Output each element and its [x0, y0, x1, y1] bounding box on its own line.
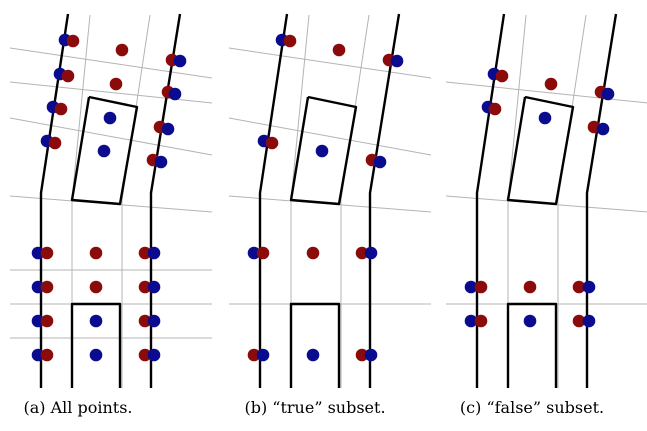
blue-point	[538, 111, 552, 125]
red-point	[355, 348, 369, 362]
blue-point	[147, 348, 161, 362]
caption-b: (b) “true” subset.	[244, 398, 386, 417]
panel-b	[228, 13, 432, 388]
blue-point	[464, 314, 478, 328]
blue-point	[247, 246, 261, 260]
red-point	[572, 280, 586, 294]
red-point	[138, 246, 152, 260]
blue-point	[147, 246, 161, 260]
grid-line	[228, 47, 432, 79]
blue-point	[373, 155, 387, 169]
left-boundary	[258, 13, 289, 388]
red-point	[54, 102, 68, 116]
blue-point	[147, 280, 161, 294]
panel-c	[445, 13, 647, 388]
red-point	[48, 136, 62, 150]
blue-point	[103, 111, 117, 125]
red-point	[40, 314, 54, 328]
red-point	[523, 280, 537, 294]
blue-point	[582, 314, 596, 328]
red-point	[40, 246, 54, 260]
right-boundary	[585, 13, 618, 388]
blue-point	[168, 87, 182, 101]
building-outline-top	[506, 95, 575, 206]
red-point	[332, 43, 346, 57]
blue-point	[89, 314, 103, 328]
caption-c: (c) “false” subset.	[459, 398, 605, 417]
blue-point	[161, 122, 175, 136]
blue-point	[31, 246, 45, 260]
red-point	[89, 246, 103, 260]
red-point	[306, 246, 320, 260]
gridlines-b	[228, 14, 432, 388]
grid-line	[445, 81, 647, 104]
blue-point	[97, 144, 111, 158]
red-point	[247, 348, 261, 362]
right-boundary	[368, 13, 401, 388]
grid-line	[9, 117, 213, 156]
blue-point	[31, 280, 45, 294]
grid-line	[507, 14, 527, 201]
red-point	[283, 34, 297, 48]
red-point	[572, 314, 586, 328]
right-boundary	[149, 13, 182, 388]
red-point	[138, 314, 152, 328]
red-point	[138, 280, 152, 294]
caption-a: (a) All points.	[23, 398, 133, 417]
red-point	[474, 280, 488, 294]
blue-point	[390, 54, 404, 68]
blue-point	[31, 314, 45, 328]
red-point	[544, 77, 558, 91]
building-outline-top	[70, 95, 139, 206]
blue-point	[173, 54, 187, 68]
red-point	[40, 280, 54, 294]
red-point	[138, 348, 152, 362]
blue-point	[596, 122, 610, 136]
red-point	[355, 246, 369, 260]
blue-point	[464, 280, 478, 294]
blue-point	[364, 246, 378, 260]
blue-point	[154, 155, 168, 169]
panel-a	[9, 13, 213, 388]
grid-line	[9, 81, 213, 104]
red-point	[66, 34, 80, 48]
red-point	[61, 69, 75, 83]
red-point	[40, 348, 54, 362]
red-point	[488, 102, 502, 116]
grid-line	[71, 14, 91, 201]
blue-point	[306, 348, 320, 362]
red-point	[265, 136, 279, 150]
blue-point	[147, 314, 161, 328]
red-point	[89, 280, 103, 294]
blue-point	[364, 348, 378, 362]
red-point	[495, 69, 509, 83]
red-point	[109, 77, 123, 91]
blue-point	[582, 280, 596, 294]
blue-point	[523, 314, 537, 328]
building-outline-bottom	[506, 302, 558, 388]
building-outline-bottom	[70, 302, 122, 388]
red-point	[115, 43, 129, 57]
grid-line	[290, 14, 310, 201]
blue-point	[601, 87, 615, 101]
building-outline-bottom	[289, 302, 341, 388]
red-point	[256, 246, 270, 260]
blue-point	[256, 348, 270, 362]
building-outline-top	[289, 95, 358, 206]
blue-point	[89, 348, 103, 362]
grid-line	[228, 117, 432, 156]
grid-line	[9, 47, 213, 79]
blue-point	[31, 348, 45, 362]
blue-point	[315, 144, 329, 158]
red-point	[474, 314, 488, 328]
